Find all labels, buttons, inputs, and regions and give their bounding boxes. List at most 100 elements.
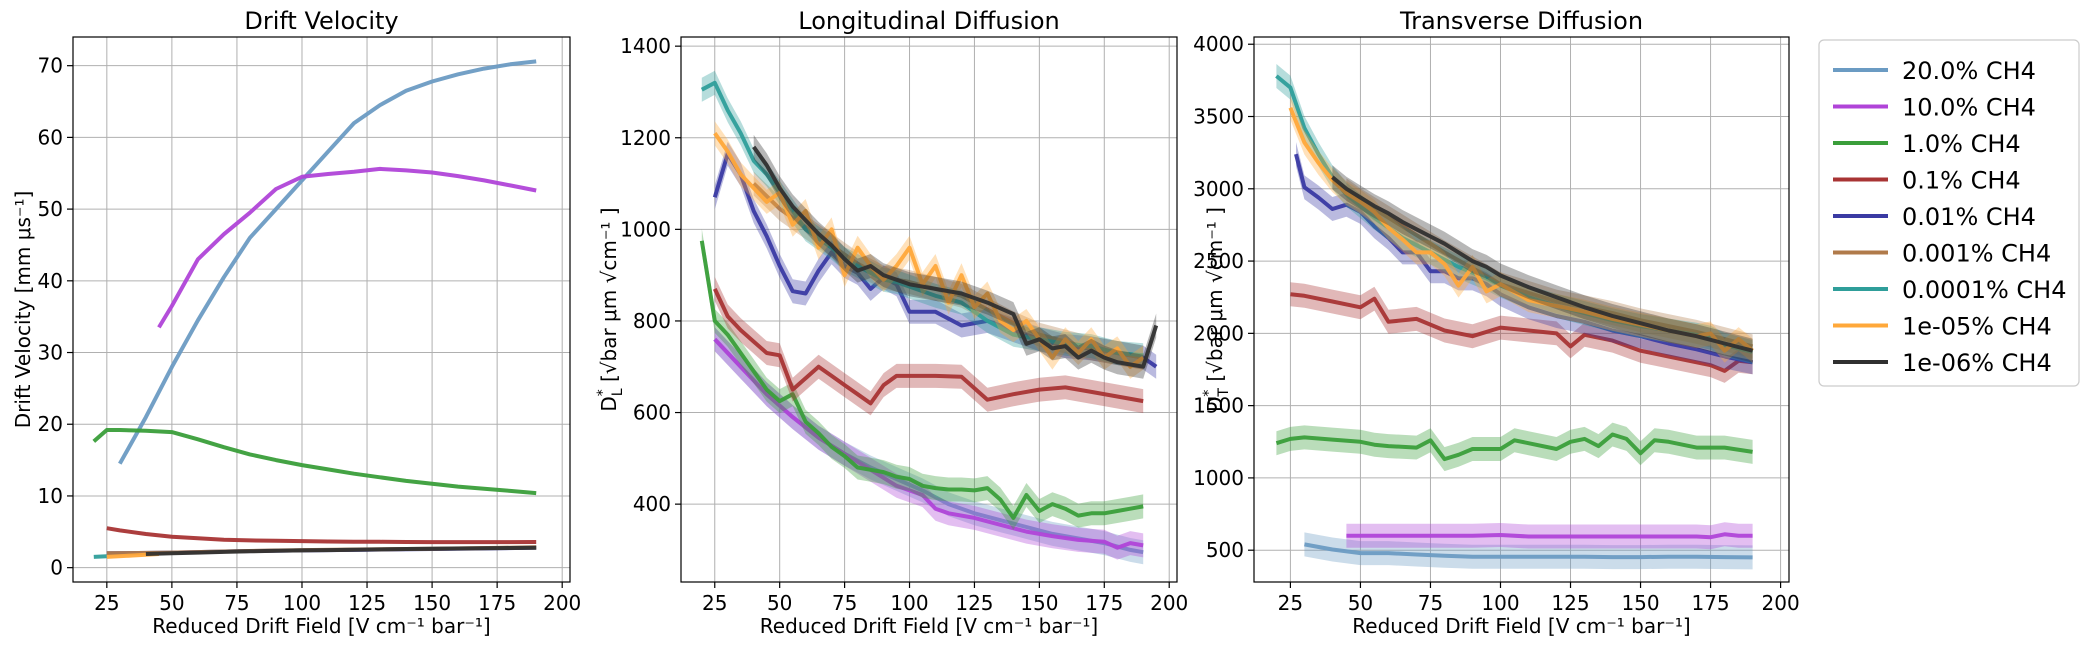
y-tick-label: 10 [38, 484, 63, 508]
series-line-1 [118, 59, 537, 465]
x-tick-label: 125 [348, 591, 386, 615]
legend-box [1818, 39, 2080, 387]
legend: 20.0% CH4 10.0% CH4 1.0% CH4 0.1% CH4 0.01% … [1818, 39, 2080, 387]
legend-label: 10.0% CH4 [1902, 94, 2036, 122]
band-4 [714, 276, 1144, 416]
legend-label: 0.01% CH4 [1902, 203, 2036, 231]
y-tick-label: 1000 [620, 217, 671, 241]
x-tick-label: 50 [767, 591, 792, 615]
y-tick-label: 1400 [620, 34, 671, 58]
x-tick-label: 25 [94, 591, 119, 615]
x-tick-label: 100 [1481, 591, 1519, 615]
legend-label: 0.0001% CH4 [1902, 276, 2066, 304]
legend-label: 20.0% CH4 [1902, 57, 2036, 85]
series-line-2 [713, 337, 1144, 550]
x-tick-label: 150 [413, 591, 451, 615]
x-tick-label: 25 [1278, 591, 1303, 615]
legend-label: 1e-05% CH4 [1902, 313, 2052, 341]
series-line-6 [1345, 188, 1754, 349]
x-tick-label: 175 [1085, 591, 1123, 615]
band-1 [1304, 532, 1753, 570]
x-tick-label: 75 [224, 591, 249, 615]
x-tick-label: 50 [159, 591, 184, 615]
x-tick-label: 200 [1150, 591, 1188, 615]
series-line-4 [106, 526, 537, 545]
plot-frame [1253, 36, 1790, 583]
y-tick-label: 1500 [1193, 394, 1244, 418]
series-line-4 [1290, 292, 1753, 373]
y-tick-label: 20 [38, 412, 63, 436]
y-tick-label: 4000 [1193, 32, 1244, 56]
band-5 [714, 141, 1157, 379]
y-axis-label: Drift Velocity [mm μs⁻¹] [11, 191, 35, 429]
series-line-1 [1304, 542, 1753, 560]
band-9 [753, 134, 1157, 379]
x-axis-label: Reduced Drift Field [V cm⁻¹ bar⁻¹] [1352, 614, 1690, 638]
series-line-9 [1331, 175, 1754, 353]
chart-panel-3: 25 50 75 100 125 150 175 200 500 1000 1500 2000 2500… [1193, 7, 1800, 638]
chart-title: Longitudinal Diffusion [798, 7, 1059, 35]
series-line-3 [92, 428, 537, 496]
legend-label: 0.1% CH4 [1902, 167, 2021, 195]
y-tick-label: 70 [38, 54, 63, 78]
series-line-3 [699, 240, 1144, 520]
series-line-8 [713, 132, 1145, 369]
x-tick-label: 100 [890, 591, 928, 615]
legend-label: 1.0% CH4 [1902, 130, 2021, 158]
band-6 [1346, 178, 1753, 359]
band-9 [1332, 165, 1753, 363]
band-3 [1276, 422, 1753, 472]
y-axis-label: D*L [√bar μm √cm⁻¹ ] [595, 207, 626, 411]
y-label-symbol: D [1203, 397, 1227, 412]
plot-frame [680, 36, 1178, 583]
x-tick-label: 75 [1418, 591, 1443, 615]
y-tick-label: 3500 [1193, 105, 1244, 129]
x-tick-label: 100 [283, 591, 321, 615]
x-tick-label: 150 [1020, 591, 1058, 615]
y-label-units: [√bar μm √cm⁻¹ ] [1203, 207, 1227, 388]
y-tick-label: 800 [633, 309, 671, 333]
y-tick-label: 500 [1206, 538, 1244, 562]
x-tick-label: 200 [543, 591, 581, 615]
series-line-7 [93, 554, 107, 559]
x-tick-label: 125 [955, 591, 993, 615]
band-4 [1290, 282, 1753, 383]
x-tick-label: 75 [832, 591, 857, 615]
y-label-superscript: * [595, 389, 611, 396]
legend-label: 0.001% CH4 [1902, 240, 2051, 268]
band-2 [714, 327, 1144, 560]
series-line-9 [145, 545, 537, 556]
y-tick-label: 60 [38, 125, 63, 149]
x-tick-label: 175 [478, 591, 516, 615]
series-line-3 [1275, 432, 1753, 462]
chart-title: Transverse Diffusion [1399, 7, 1643, 35]
chart-panel-1: 25 50 75 100 125 150 175 200 0 10 20 30 40 50 60 70 Drif… [11, 7, 581, 638]
chart-title: Drift Velocity [244, 7, 398, 35]
x-tick-label: 50 [1348, 591, 1373, 615]
series-line-9 [752, 145, 1159, 369]
y-tick-label: 400 [633, 492, 671, 516]
y-tick-label: 0 [50, 556, 63, 580]
series-line-2 [1346, 532, 1753, 540]
y-tick-label: 50 [38, 197, 63, 221]
x-tick-label: 25 [702, 591, 727, 615]
y-label-symbol: D [597, 396, 621, 411]
y-label-units: [√bar μm √cm⁻¹ ] [597, 207, 621, 388]
y-label-subscript: L [610, 388, 626, 396]
plot-frame [72, 36, 571, 583]
chart-panel-2: 25 50 75 100 125 150 175 200 400 600 800 1000 1200 14… [595, 7, 1188, 638]
y-tick-label: 40 [38, 269, 63, 293]
y-axis-label: D*T [√bar μm √cm⁻¹ ] [1201, 207, 1232, 412]
x-tick-label: 150 [1621, 591, 1659, 615]
x-axis-label: Reduced Drift Field [V cm⁻¹ bar⁻¹] [152, 614, 490, 638]
x-axis-label: Reduced Drift Field [V cm⁻¹ bar⁻¹] [760, 614, 1098, 638]
x-tick-label: 200 [1762, 591, 1800, 615]
y-tick-label: 3000 [1193, 177, 1244, 201]
y-tick-label: 30 [38, 341, 63, 365]
x-tick-label: 125 [1551, 591, 1589, 615]
y-label-subscript: T [1216, 388, 1232, 398]
y-tick-label: 1000 [1193, 466, 1244, 490]
y-tick-label: 2500 [1193, 249, 1244, 273]
y-tick-label: 1200 [620, 126, 671, 150]
